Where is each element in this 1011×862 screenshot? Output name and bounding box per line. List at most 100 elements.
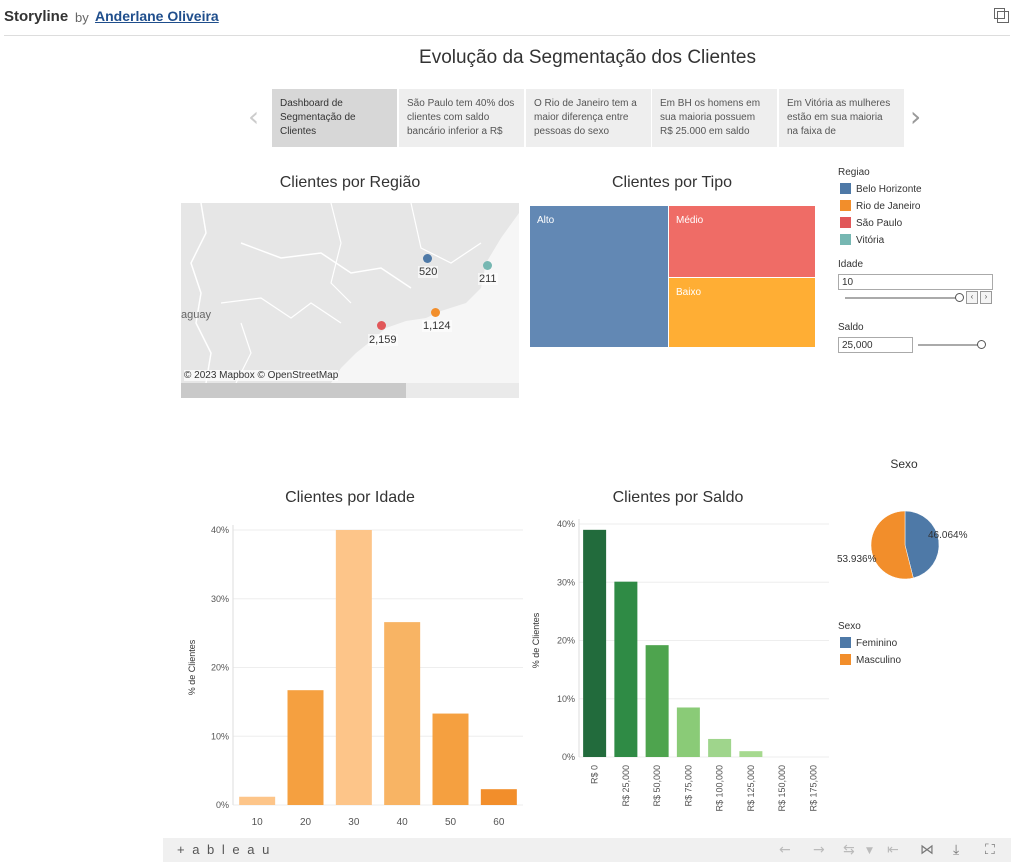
- map-point-rio-de-janeiro[interactable]: [431, 308, 440, 317]
- legend-item-sao-paulo[interactable]: São Paulo: [840, 217, 922, 234]
- idade-filter-label: Idade: [838, 259, 864, 270]
- map-label-rio-de-janeiro: 1,124: [422, 320, 452, 332]
- legend-item-rio-de-janeiro[interactable]: Rio de Janeiro: [840, 200, 922, 217]
- map-title: Clientes por Região: [279, 174, 421, 191]
- reset-icon[interactable]: ⇤: [887, 842, 899, 858]
- legend-item-masculino[interactable]: Masculino: [840, 654, 901, 671]
- share-icon[interactable]: ⋈: [920, 842, 934, 858]
- story-point-1[interactable]: Dashboard de Segmentação de Clientes: [272, 89, 397, 147]
- y-axis-label: % de Clientes: [187, 639, 197, 695]
- saldo-slider-knob[interactable]: [977, 340, 986, 349]
- bar-r-125-000: [739, 751, 763, 757]
- revert-dropdown-icon[interactable]: ▼: [866, 846, 873, 856]
- legend-label: Masculino: [856, 655, 902, 666]
- y-tick-label: 30%: [557, 577, 575, 587]
- legend-item-belo-horizonte[interactable]: Belo Horizonte: [840, 183, 922, 200]
- treemap-cell-baixo[interactable]: Baixo: [669, 278, 815, 347]
- saldo-slider-track[interactable]: [918, 344, 980, 346]
- saldo-bar-chart: 0% 10% 20% 30% 40% % de Clientes R$ 0 R$ 25,000…: [531, 519, 829, 812]
- story-point-2[interactable]: São Paulo tem 40% dos clientes com saldo…: [399, 89, 524, 147]
- sexo-legend-title: Sexo: [838, 621, 861, 632]
- bar-r-25-000: [614, 581, 638, 757]
- revert-icon[interactable]: ⇆: [843, 842, 855, 858]
- x-tick-label: R$ 175,000: [808, 765, 818, 812]
- legend-swatch: [840, 234, 851, 245]
- tableau-logo[interactable]: + a b l e a u: [177, 842, 272, 857]
- legend-item-feminino[interactable]: Feminino: [840, 637, 901, 654]
- y-tick-label: 20%: [211, 663, 229, 673]
- chevron-right-icon[interactable]: ›: [910, 100, 922, 133]
- idade-chart-title: Clientes por Idade: [285, 489, 415, 506]
- idade-slider-track[interactable]: [845, 297, 957, 299]
- bar-r-0: [583, 529, 607, 757]
- pie-slice-masculino: [870, 510, 914, 580]
- x-tick-label: R$ 150,000: [777, 765, 787, 812]
- legend-swatch: [840, 637, 851, 648]
- y-tick-label: 30%: [211, 594, 229, 604]
- legend-swatch: [840, 654, 851, 665]
- map-scrollbar-thumb[interactable]: [181, 383, 406, 398]
- map-label-belo-horizonte: 520: [418, 266, 439, 278]
- x-tick-label: 30: [348, 817, 360, 828]
- saldo-filter-input[interactable]: 25,000: [838, 337, 913, 353]
- region-legend-title: Regiao: [838, 167, 870, 178]
- tableau-toolbar: + a b l e a u ← → ⇆ ▼ ⇤ ⋈ ⤓ ⛶: [163, 838, 1011, 862]
- story-point-4[interactable]: Em BH os homens em sua maioria possuem R…: [652, 89, 777, 147]
- legend-swatch: [840, 217, 851, 228]
- x-tick-label: 10: [252, 817, 264, 828]
- region-legend: Belo Horizonte Rio de Janeiro São Paulo …: [840, 183, 922, 251]
- fullscreen-icon[interactable]: ⛶: [985, 842, 995, 858]
- download-icon[interactable]: ⤓: [953, 842, 960, 858]
- undo-icon[interactable]: ←: [779, 842, 791, 858]
- idade-step-next-button[interactable]: ›: [980, 291, 992, 304]
- pie-label-feminino: 46.064%: [928, 530, 968, 541]
- bar-r-100-000: [708, 738, 732, 757]
- legend-swatch: [840, 200, 851, 211]
- map-point-sao-paulo[interactable]: [377, 321, 386, 330]
- map-point-belo-horizonte[interactable]: [423, 254, 432, 263]
- region-map[interactable]: aguay 520 211 1,124 2,159: [181, 203, 519, 383]
- sexo-legend: Feminino Masculino: [840, 637, 901, 671]
- by-text: by: [75, 10, 89, 25]
- x-tick-label: R$ 25,000: [621, 765, 631, 807]
- sexo-pie-title: Sexo: [890, 457, 918, 471]
- chevron-left-icon[interactable]: ‹: [248, 100, 260, 133]
- redo-icon[interactable]: →: [813, 842, 825, 858]
- y-axis-label: % de Clientes: [531, 612, 541, 668]
- sexo-pie-chart: 46.064% 53.936%: [837, 510, 968, 580]
- legend-label: Feminino: [856, 638, 898, 649]
- top-bar: Storyline by Anderlane Oliveira: [0, 0, 1011, 34]
- bar-r-50-000: [645, 645, 669, 757]
- map-attribution[interactable]: © 2023 Mapbox © OpenStreetMap: [184, 370, 339, 381]
- idade-slider-knob[interactable]: [955, 293, 964, 302]
- x-tick-label: 20: [300, 817, 312, 828]
- legend-item-vitoria[interactable]: Vitória: [840, 234, 922, 251]
- map-label-sao-paulo: 2,159: [368, 334, 398, 346]
- idade-step-prev-button[interactable]: ‹: [966, 291, 978, 304]
- x-tick-label: R$ 125,000: [746, 765, 756, 812]
- map-point-vitoria[interactable]: [483, 261, 492, 270]
- map-scrollbar[interactable]: [181, 383, 519, 398]
- y-tick-label: 40%: [211, 525, 229, 535]
- legend-swatch: [840, 183, 851, 194]
- legend-label: São Paulo: [856, 218, 903, 229]
- idade-filter-input[interactable]: 10: [838, 274, 993, 290]
- treemap-cell-alto[interactable]: Alto: [530, 206, 668, 347]
- map-background: [181, 203, 519, 383]
- story-point-3[interactable]: O Rio de Janeiro tem a maior diferença e…: [526, 89, 651, 147]
- treemap-cell-medio[interactable]: Médio: [669, 206, 815, 277]
- story-point-5[interactable]: Em Vitória as mulheres estão em sua maio…: [779, 89, 904, 147]
- header-divider: [4, 35, 1010, 36]
- x-tick-label: R$ 100,000: [715, 765, 725, 812]
- saldo-chart-title: Clientes por Saldo: [612, 489, 744, 506]
- idade-bar-chart: 0% 10% 20% 30% 40% % de Clientes 10 20 30 40 50 60: [187, 525, 523, 828]
- legend-label: Belo Horizonte: [856, 184, 922, 195]
- author-link[interactable]: Anderlane Oliveira: [95, 8, 219, 24]
- y-tick-label: 0%: [562, 752, 575, 762]
- x-tick-label: 60: [493, 817, 505, 828]
- copy-icon[interactable]: [994, 8, 1009, 23]
- saldo-filter-label: Saldo: [838, 322, 864, 333]
- x-tick-label: 40: [397, 817, 409, 828]
- map-label-vitoria: 211: [478, 273, 498, 285]
- bar-r-75-000: [676, 707, 700, 757]
